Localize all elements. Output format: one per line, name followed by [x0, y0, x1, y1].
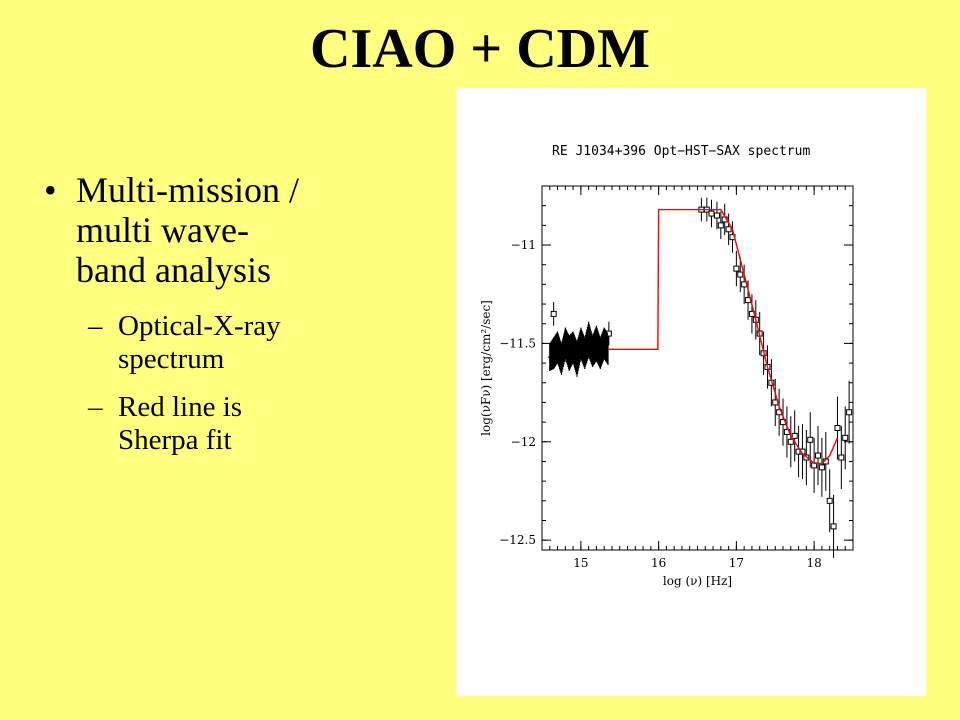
square-marker: [713, 212, 720, 219]
data-point-square: [815, 426, 822, 486]
bullet-line: band analysis: [76, 250, 271, 290]
square-marker: [830, 523, 837, 530]
data-point-square: [708, 199, 715, 228]
data-point-square: [737, 256, 744, 293]
sub-bullet-line: Red line is: [118, 391, 243, 423]
plot-frame: [541, 185, 854, 551]
square-marker: [787, 438, 794, 445]
bullet-item: • Multi-mission / multi wave- band analy…: [44, 170, 374, 290]
data-point-square: [811, 437, 818, 493]
sub-bullet-line: Optical-X-ray: [118, 310, 281, 342]
square-marker: [826, 497, 833, 504]
square-marker: [733, 265, 740, 272]
square-marker: [807, 436, 814, 443]
y-tick-label: −11.5: [499, 336, 536, 350]
data-point-square: [838, 426, 845, 490]
square-marker: [791, 432, 798, 439]
bullet-list: • Multi-mission / multi wave- band analy…: [44, 170, 374, 472]
y-tick-label: −12: [511, 435, 536, 449]
data-point-square: [725, 213, 732, 246]
x-tick-label: 15: [573, 556, 588, 570]
data-point-square: [550, 302, 557, 326]
slide-title: CIAO + CDM: [310, 18, 650, 80]
bullet-dot-icon: •: [44, 170, 57, 210]
square-marker: [725, 226, 732, 233]
y-tick-label: −11: [511, 238, 536, 252]
data-point-square: [791, 410, 798, 462]
sub-bullet-line: spectrum: [118, 343, 225, 375]
square-marker: [737, 271, 744, 278]
square-marker: [550, 310, 557, 317]
data-point-square: [830, 494, 837, 558]
data-point-square: [717, 211, 724, 240]
data-point-square: [846, 380, 853, 444]
x-tick-label: 16: [651, 556, 666, 570]
sub-bullet-item: – Red line is Sherpa fit: [44, 391, 374, 457]
data-point-square: [842, 406, 849, 470]
square-marker: [838, 454, 845, 461]
x-axis-label: log (ν) [Hz]: [663, 574, 732, 588]
sub-bullet-dash-icon: –: [88, 310, 103, 342]
square-marker: [708, 210, 715, 217]
x-tick-label: 17: [729, 556, 744, 570]
sub-bullet-item: – Optical-X-ray spectrum: [44, 310, 374, 376]
data-point-square: [834, 396, 841, 460]
bullet-line: multi wave-: [76, 210, 249, 250]
square-marker: [842, 434, 849, 441]
square-marker: [818, 464, 825, 471]
square-marker: [834, 425, 841, 432]
data-point-square: [807, 412, 814, 468]
spectrum-figure: RE J1034+396 Opt−HST−SAX spectrum 15 16 17…: [456, 88, 926, 696]
square-marker: [717, 222, 724, 229]
square-marker: [815, 452, 822, 459]
y-tick-label: −12.5: [499, 533, 536, 547]
sub-bullet-dash-icon: –: [88, 391, 103, 423]
chart-title: RE J1034+396 Opt−HST−SAX spectrum: [552, 144, 810, 159]
data-point-square: [713, 201, 720, 230]
sub-bullet-line: Sherpa fit: [118, 424, 232, 456]
data-point-square: [733, 250, 740, 287]
data-point-square: [826, 469, 833, 533]
data-point-square: [787, 416, 794, 468]
data-point-square: [818, 437, 825, 497]
spectrum-chart: RE J1034+396 Opt−HST−SAX spectrum 15 16 17…: [479, 144, 854, 588]
bullet-line: Multi-mission /: [76, 170, 300, 210]
sub-bullet-list: – Optical-X-ray spectrum – Red line is S…: [44, 310, 374, 457]
square-marker: [846, 409, 853, 416]
optical-data-band: [549, 321, 608, 377]
x-tick-label: 18: [806, 556, 821, 570]
y-axis-label: log(νFν) [erg/cm²/sec]: [479, 300, 493, 436]
